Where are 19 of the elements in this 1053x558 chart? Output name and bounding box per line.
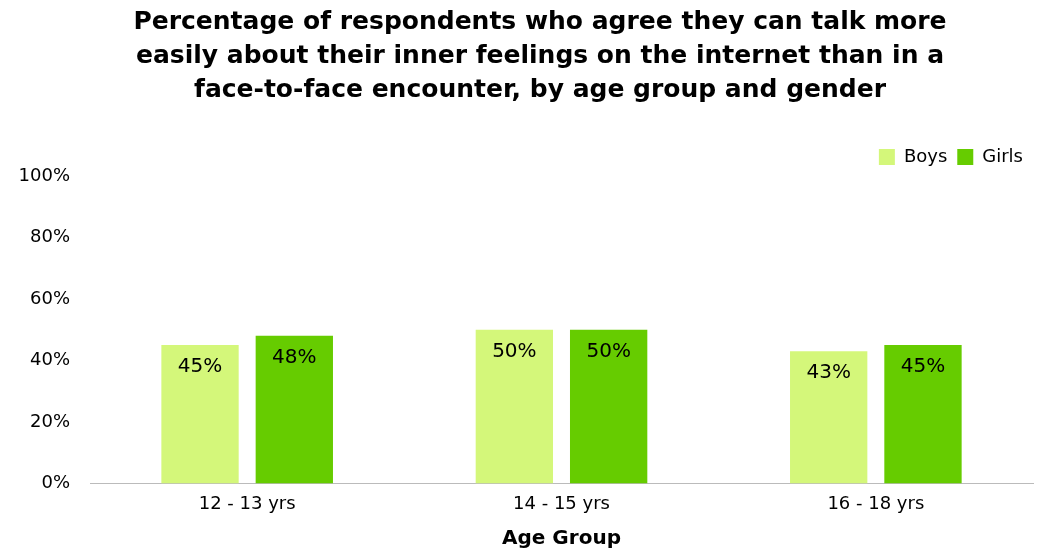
y-tick-label: 80%	[29, 225, 70, 247]
y-tick-label: 40%	[29, 348, 70, 370]
x-axis-title: Age Group	[502, 525, 621, 550]
legend-label: Boys	[903, 144, 948, 166]
data-label: 50%	[586, 337, 631, 362]
x-tick-label: 14 - 15 yrs	[513, 491, 610, 513]
legend-label: Girls	[982, 144, 1024, 166]
y-tick-label: 100%	[18, 163, 70, 185]
data-label: 45%	[900, 353, 946, 378]
y-tick-label: 60%	[29, 286, 70, 308]
data-label: 48%	[272, 344, 317, 369]
y-tick-label: 20%	[29, 409, 70, 431]
chart-title: Percentage of respondents who agree they can talk more easily about their inner feelings on the internet than in a face-to-face encounter, by age group and gender	[132, 5, 948, 105]
data-label: 50%	[492, 337, 537, 362]
data-label: 43%	[806, 359, 851, 384]
y-tick-label: 0%	[41, 471, 70, 493]
data-label: 45%	[177, 353, 223, 378]
x-tick-label: 16 - 18 yrs	[827, 491, 925, 513]
x-tick-label: 12 - 13 yrs	[198, 491, 296, 513]
